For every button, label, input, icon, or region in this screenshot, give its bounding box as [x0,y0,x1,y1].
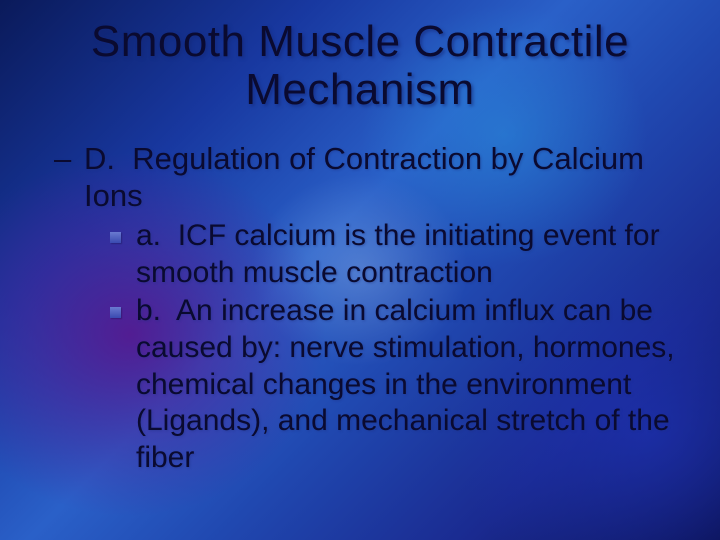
square-bullet-icon [110,307,121,318]
slide-body: – D. Regulation of Contraction by Calciu… [30,141,690,476]
outline-level1: – D. Regulation of Contraction by Calciu… [54,141,686,214]
level2-text: An increase in calcium influx can be cau… [136,294,675,473]
level2-text: ICF calcium is the initiating event for … [136,219,660,289]
outline-level2-item: b. An increase in calcium influx can be … [110,293,686,476]
square-bullet-icon [110,232,121,243]
dash-bullet-icon: – [54,141,71,178]
slide: Smooth Muscle Contractile Mechanism – D.… [0,0,720,540]
level1-text: Regulation of Contraction by Calcium Ion… [84,141,644,213]
level1-label: D. [84,141,115,176]
slide-title: Smooth Muscle Contractile Mechanism [70,18,651,113]
level2-label: b. [136,294,161,327]
level2-label: a. [136,219,161,252]
level2-container: a. ICF calcium is the initiating event f… [54,218,686,476]
outline-level2-item: a. ICF calcium is the initiating event f… [110,218,686,291]
